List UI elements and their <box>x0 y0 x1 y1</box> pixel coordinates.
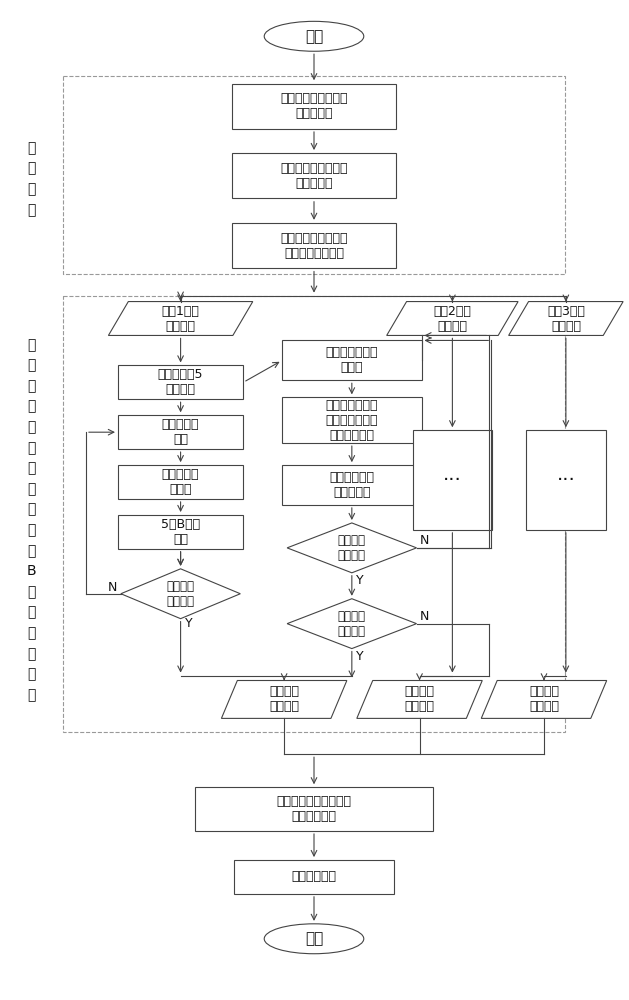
Text: 是否满足
终止条件: 是否满足 终止条件 <box>338 610 366 638</box>
Text: Y: Y <box>185 617 192 630</box>
Text: 由笛卡尔空间目标位
置转换到关节空间: 由笛卡尔空间目标位 置转换到关节空间 <box>281 232 348 260</box>
Polygon shape <box>481 680 607 718</box>
Text: N: N <box>420 534 429 547</box>
Bar <box>235 860 394 894</box>
Text: 比较各适应度大
小，计算个体极
值和全局极值: 比较各适应度大 小，计算个体极 值和全局极值 <box>326 399 378 442</box>
Text: 关节3起始
与终止点: 关节3起始 与终止点 <box>547 305 585 333</box>
Text: 结束: 结束 <box>305 931 323 946</box>
Text: Y: Y <box>356 650 364 663</box>
Text: ···: ··· <box>443 471 462 490</box>
Text: 由像素坐标转换到机
器人基坐标: 由像素坐标转换到机 器人基坐标 <box>281 162 348 190</box>
Bar <box>526 430 606 530</box>
Text: N: N <box>420 610 429 623</box>
Text: 5次B样条
插值: 5次B样条 插值 <box>161 518 200 546</box>
Bar <box>118 465 243 499</box>
Polygon shape <box>387 302 518 335</box>
Text: 初始化时间
节点: 初始化时间 节点 <box>162 418 199 446</box>
Text: 是否满足
限制条件: 是否满足 限制条件 <box>167 580 194 608</box>
Text: N: N <box>108 581 118 594</box>
Text: 完成既定运动: 完成既定运动 <box>291 870 337 883</box>
Polygon shape <box>509 302 623 335</box>
Bar <box>232 223 396 268</box>
Bar <box>118 365 243 399</box>
Text: 初始化粒子
群个数: 初始化粒子 群个数 <box>162 468 199 496</box>
Bar <box>282 340 421 380</box>
Polygon shape <box>287 599 416 649</box>
Polygon shape <box>357 680 482 718</box>
Bar <box>118 515 243 549</box>
Text: 输出最优
时间节点: 输出最优 时间节点 <box>404 685 435 713</box>
Ellipse shape <box>264 924 364 954</box>
Bar <box>118 415 243 449</box>
Text: 基
于
分
数
阶
粒
子
群
算
法
的
B
样
条
轨
迹
规
划: 基 于 分 数 阶 粒 子 群 算 法 的 B 样 条 轨 迹 规 划 <box>26 338 36 702</box>
Polygon shape <box>121 569 240 619</box>
Text: 更新各粒子的
位置和速度: 更新各粒子的 位置和速度 <box>330 471 374 499</box>
Text: 是否满足
限制条件: 是否满足 限制条件 <box>338 534 366 562</box>
Text: 二维模糊算法寻找对应
最优时间节点: 二维模糊算法寻找对应 最优时间节点 <box>277 795 352 823</box>
Polygon shape <box>287 523 416 573</box>
Polygon shape <box>221 680 347 718</box>
Text: 目
标
采
集: 目 标 采 集 <box>27 141 35 217</box>
Text: ···: ··· <box>557 471 576 490</box>
Bar <box>282 397 421 443</box>
Text: 输出最优
时间节点: 输出最优 时间节点 <box>529 685 559 713</box>
Text: 求取过渡的5
个中间点: 求取过渡的5 个中间点 <box>158 368 203 396</box>
Polygon shape <box>108 302 253 335</box>
Text: 开始: 开始 <box>305 29 323 44</box>
Text: Y: Y <box>356 574 364 587</box>
Bar <box>194 787 433 831</box>
Bar <box>232 153 396 198</box>
Text: 视觉采集得到目标物
体中心坐标: 视觉采集得到目标物 体中心坐标 <box>281 92 348 120</box>
Text: 输出最优
时间节点: 输出最优 时间节点 <box>269 685 299 713</box>
Ellipse shape <box>264 21 364 51</box>
Text: 计算各个粒子的
适应度: 计算各个粒子的 适应度 <box>326 346 378 374</box>
Bar <box>232 84 396 129</box>
Bar <box>282 465 421 505</box>
Text: 关节1起始
与终止点: 关节1起始 与终止点 <box>162 305 199 333</box>
Bar <box>413 430 493 530</box>
Text: 关节2起始
与终止点: 关节2起始 与终止点 <box>433 305 471 333</box>
Bar <box>63 76 565 274</box>
Bar <box>63 296 565 732</box>
